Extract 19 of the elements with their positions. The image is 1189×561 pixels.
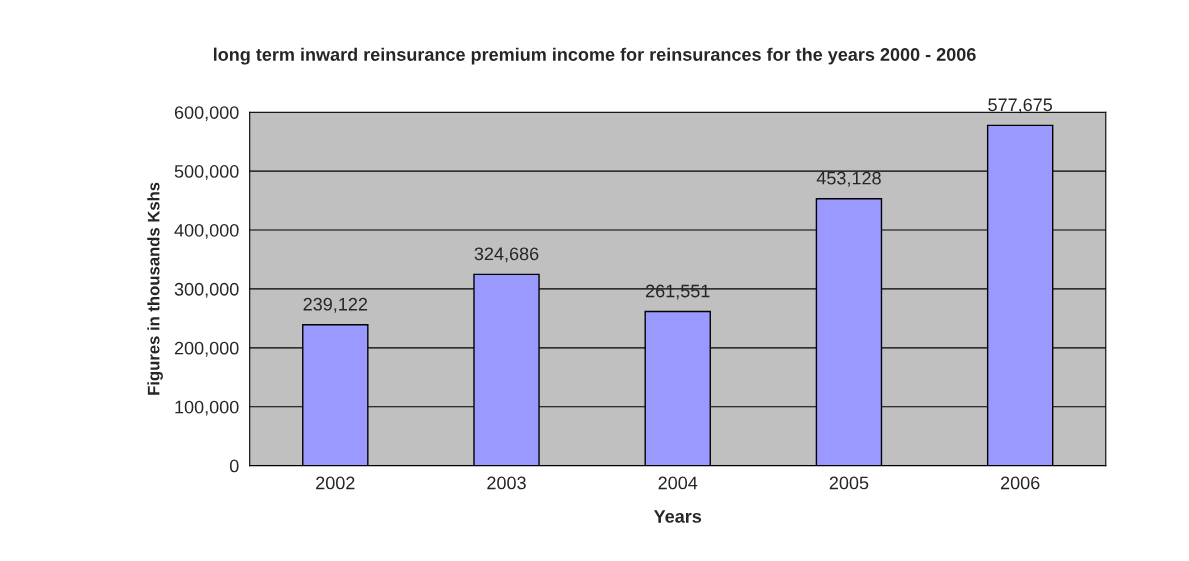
y-tick-label: 600,000	[174, 106, 239, 122]
y-tick-label: 0	[229, 459, 239, 473]
x-tick-label: 2003	[487, 476, 526, 490]
y-axis-title: Figures in thousands Kshs	[147, 182, 163, 395]
chart-title: long term inward reinsurance premium income for reinsurances for the years 2000 - 2006	[213, 47, 976, 65]
x-tick-label: 2004	[658, 476, 698, 490]
x-tick-label: 2002	[316, 476, 355, 490]
y-tick-label: 100,000	[175, 400, 239, 416]
y-tick-label: 400,000	[174, 223, 239, 239]
y-tick-label: 300,000	[174, 282, 239, 298]
data-label: 239,122	[303, 297, 368, 313]
y-tick-label: 200,000	[174, 341, 239, 357]
x-tick-label: 2006	[1000, 476, 1040, 490]
data-label: 324,686	[474, 247, 539, 263]
data-label: 453,128	[816, 171, 881, 187]
data-label: 577,675	[988, 98, 1053, 114]
y-tick-label: 500,000	[174, 165, 239, 180]
x-axis-title: Years	[653, 510, 702, 523]
x-tick-label: 2005	[829, 476, 869, 490]
